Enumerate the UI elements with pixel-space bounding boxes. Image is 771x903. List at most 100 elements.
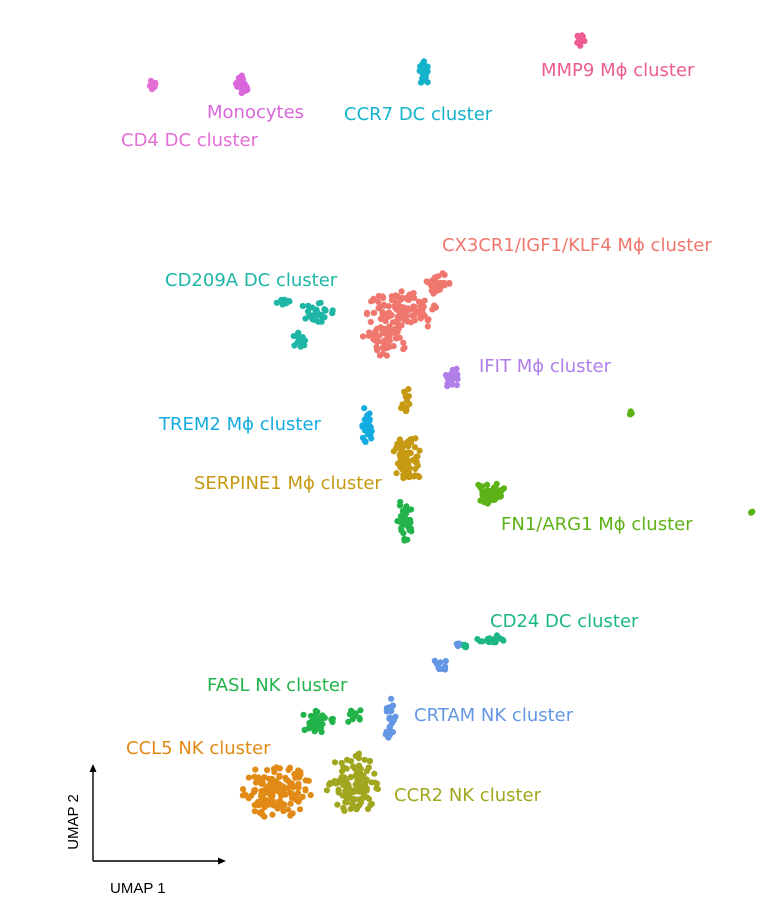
scatter-point <box>484 635 491 643</box>
scatter-point <box>359 333 367 340</box>
scatter-point <box>357 799 364 806</box>
cluster-points-8 <box>390 386 423 482</box>
scatter-point <box>397 498 404 506</box>
scatter-point <box>431 302 438 309</box>
scatter-point <box>292 795 299 802</box>
cluster-label: CCL5 NK cluster <box>126 738 271 759</box>
scatter-point <box>410 290 417 297</box>
scatter-point <box>393 306 400 313</box>
scatter-point <box>374 786 381 793</box>
scatter-point <box>152 79 159 86</box>
scatter-point <box>302 315 309 322</box>
scatter-point <box>453 382 460 389</box>
scatter-point <box>264 767 271 774</box>
scatter-point <box>327 780 335 787</box>
cluster-label: MMP9 Mϕ cluster <box>541 60 695 81</box>
scatter-point <box>405 386 412 393</box>
cluster-points-1 <box>232 72 251 97</box>
scatter-point <box>348 707 355 714</box>
scatter-point <box>456 640 463 647</box>
scatter-point <box>349 800 356 808</box>
scatter-point <box>286 764 293 771</box>
scatter-point <box>377 315 384 322</box>
scatter-point <box>379 308 386 315</box>
scatter-point <box>462 642 470 649</box>
scatter-point <box>430 290 437 297</box>
scatter-point <box>393 470 400 477</box>
scatter-point <box>344 790 351 797</box>
scatter-point <box>379 350 387 357</box>
scatter-point <box>245 774 252 781</box>
scatter-point <box>438 279 445 287</box>
scatter-point <box>242 82 249 89</box>
scatter-point <box>371 309 378 316</box>
scatter-point <box>289 783 297 791</box>
scatter-point <box>398 322 405 329</box>
cluster-points-10 <box>459 632 507 651</box>
cluster-label: CRTAM NK cluster <box>414 705 574 726</box>
scatter-point <box>363 767 371 775</box>
scatter-point <box>251 802 258 809</box>
scatter-point <box>366 416 373 423</box>
cluster-label: CD24 DC cluster <box>490 611 639 632</box>
scatter-point <box>288 791 295 798</box>
scatter-point <box>258 789 266 796</box>
scatter-point <box>280 807 287 815</box>
umap-axes: UMAP 1 UMAP 2 <box>65 764 226 897</box>
scatter-point <box>265 797 272 804</box>
scatter-point <box>398 288 405 295</box>
scatter-point <box>368 435 375 442</box>
scatter-point <box>390 448 397 455</box>
scatter-point <box>355 750 362 757</box>
scatter-point <box>280 786 287 793</box>
scatter-point <box>423 77 430 84</box>
scatter-point <box>339 792 346 799</box>
scatter-point <box>385 313 392 320</box>
scatter-point <box>421 297 428 304</box>
scatter-point <box>402 520 409 528</box>
scatter-point <box>289 810 296 817</box>
scatter-point <box>296 806 304 813</box>
scatter-point <box>492 493 499 501</box>
scatter-point <box>307 792 314 799</box>
cluster-points-11 <box>300 498 415 736</box>
scatter-point <box>400 452 407 459</box>
cluster-label: SERPINE1 Mϕ cluster <box>194 473 382 494</box>
scatter-point <box>407 473 414 480</box>
cluster-label: CCR7 DC cluster <box>344 104 493 125</box>
scatter-point <box>484 481 491 488</box>
scatter-point <box>388 695 395 702</box>
scatter-point <box>350 763 357 770</box>
scatter-point <box>340 780 347 787</box>
scatter-point <box>371 770 378 777</box>
scatter-point <box>373 780 380 787</box>
scatter-point <box>394 440 401 448</box>
scatter-point <box>361 756 368 763</box>
scatter-point <box>357 707 364 714</box>
scatter-point <box>317 299 324 306</box>
scatter-point <box>433 273 440 280</box>
scatter-point <box>248 792 255 799</box>
scatter-point <box>406 517 413 524</box>
scatter-point <box>251 808 258 815</box>
scatter-point <box>352 710 359 717</box>
scatter-point <box>273 764 280 771</box>
scatter-point <box>368 298 375 305</box>
scatter-point <box>748 509 755 516</box>
scatter-point <box>477 484 484 491</box>
scatter-point <box>454 373 461 380</box>
scatter-point <box>299 302 306 310</box>
cluster-label: IFIT Mϕ cluster <box>479 356 612 377</box>
scatter-point <box>411 295 418 302</box>
scatter-point <box>366 410 373 417</box>
scatter-point <box>381 325 388 332</box>
scatter-point <box>399 401 406 408</box>
scatter-point <box>335 786 342 793</box>
scatter-point <box>301 726 308 734</box>
scatter-point <box>300 711 307 718</box>
scatter-point <box>343 799 351 806</box>
scatter-point <box>367 802 374 809</box>
scatter-point <box>276 772 283 779</box>
scatter-point <box>389 729 396 736</box>
